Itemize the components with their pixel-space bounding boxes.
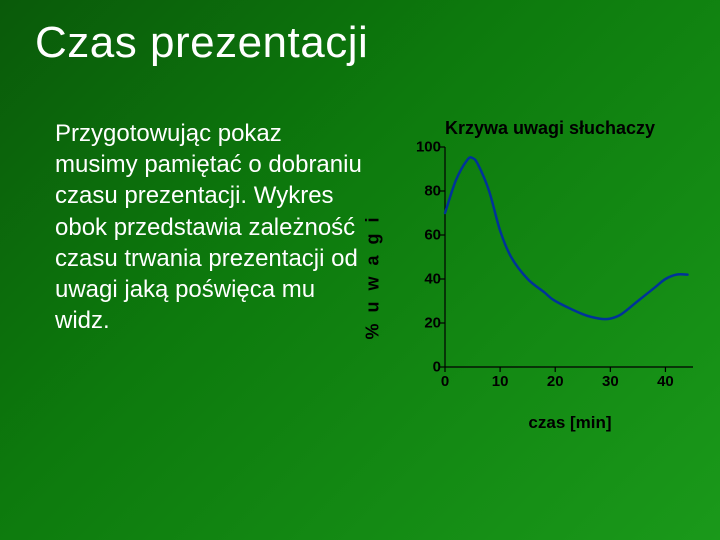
y-tick-label: 0: [401, 359, 441, 376]
chart-area: Krzywa uwagi słuchaczy % u w a g i 02040…: [375, 118, 695, 433]
x-tick-label: 30: [602, 373, 619, 390]
y-tick-label: 40: [401, 271, 441, 288]
content-row: Przygotowując pokaz musimy pamiętać o do…: [0, 118, 720, 433]
y-tick-label: 20: [401, 315, 441, 332]
y-tick-label: 100: [401, 139, 441, 156]
chart-line: [445, 147, 693, 367]
attention-curve: [445, 157, 687, 319]
x-tick-label: 10: [492, 373, 509, 390]
y-tick-label: 60: [401, 227, 441, 244]
slide-title: Czas prezentacji: [0, 18, 720, 68]
slide: Czas prezentacji Przygotowując pokaz mus…: [0, 0, 720, 540]
plot-wrap: % u w a g i 020406080100 010203040: [385, 147, 695, 407]
y-axis-label: % u w a g i: [363, 214, 384, 339]
chart-title: Krzywa uwagi słuchaczy: [405, 118, 695, 139]
y-tick-label: 80: [401, 183, 441, 200]
x-tick-label: 20: [547, 373, 564, 390]
x-tick-label: 40: [657, 373, 674, 390]
x-tick-label: 0: [441, 373, 449, 390]
body-text: Przygotowując pokaz musimy pamiętać o do…: [55, 118, 367, 433]
x-axis-label: czas [min]: [445, 413, 695, 433]
